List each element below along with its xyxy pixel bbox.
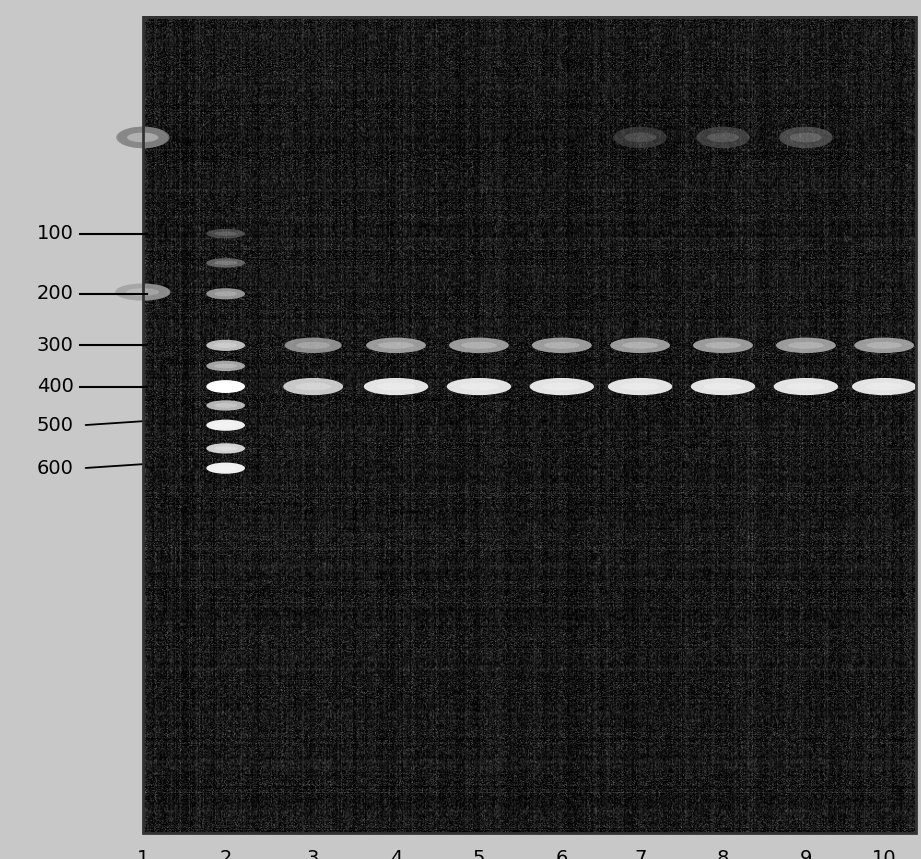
Ellipse shape [214,423,238,428]
Ellipse shape [296,342,331,349]
Ellipse shape [127,132,158,143]
Ellipse shape [624,132,656,143]
Ellipse shape [295,383,332,390]
Ellipse shape [366,338,426,353]
Ellipse shape [704,383,742,390]
Text: 300: 300 [37,336,74,355]
Ellipse shape [214,363,238,369]
Ellipse shape [532,338,591,353]
Ellipse shape [364,378,428,395]
Ellipse shape [214,261,238,265]
Ellipse shape [214,343,238,348]
Ellipse shape [461,342,497,349]
Text: 200: 200 [37,284,74,303]
Ellipse shape [787,383,825,390]
Ellipse shape [787,342,824,349]
Ellipse shape [543,342,580,349]
Ellipse shape [206,380,245,393]
Ellipse shape [127,132,158,143]
Ellipse shape [126,288,159,295]
Ellipse shape [855,338,914,353]
Text: 5: 5 [472,849,485,859]
Ellipse shape [447,378,511,395]
Ellipse shape [206,443,245,454]
Ellipse shape [866,342,903,349]
Text: 8: 8 [717,849,729,859]
Ellipse shape [694,338,753,353]
Ellipse shape [696,127,750,148]
Ellipse shape [779,127,833,148]
Text: 10: 10 [872,849,896,859]
Ellipse shape [790,132,822,143]
Ellipse shape [622,342,658,349]
Ellipse shape [115,283,170,301]
Ellipse shape [206,361,245,371]
Ellipse shape [705,342,741,349]
Ellipse shape [852,378,916,395]
Ellipse shape [214,446,238,451]
Text: 2: 2 [219,849,232,859]
Ellipse shape [284,378,343,395]
Ellipse shape [214,291,238,296]
Text: 9: 9 [799,849,812,859]
Ellipse shape [613,127,667,148]
Ellipse shape [530,378,594,395]
Ellipse shape [206,228,245,239]
Text: 6: 6 [555,849,568,859]
Ellipse shape [214,232,238,235]
Ellipse shape [206,258,245,268]
Text: 400: 400 [37,377,74,396]
Ellipse shape [774,378,838,395]
Ellipse shape [378,342,414,349]
Ellipse shape [610,338,670,353]
Ellipse shape [608,378,672,395]
Text: 4: 4 [390,849,402,859]
Ellipse shape [449,338,508,353]
Ellipse shape [206,400,245,411]
Ellipse shape [206,419,245,431]
Ellipse shape [285,338,342,353]
Ellipse shape [691,378,755,395]
Ellipse shape [116,127,169,148]
Ellipse shape [206,340,245,350]
Text: 100: 100 [37,224,74,243]
Ellipse shape [377,383,415,390]
Text: 600: 600 [37,459,74,478]
Ellipse shape [865,383,904,390]
Text: 1: 1 [136,849,149,859]
Ellipse shape [206,289,245,300]
Text: 500: 500 [37,416,74,435]
Text: 7: 7 [634,849,647,859]
Bar [143,17,916,833]
Ellipse shape [775,338,836,353]
Ellipse shape [214,403,238,408]
Ellipse shape [214,384,238,389]
Ellipse shape [707,132,739,143]
Ellipse shape [621,383,659,390]
Ellipse shape [542,383,581,390]
Ellipse shape [214,466,238,471]
Ellipse shape [206,462,245,474]
Ellipse shape [118,127,169,148]
Ellipse shape [460,383,498,390]
Text: 3: 3 [307,849,320,859]
